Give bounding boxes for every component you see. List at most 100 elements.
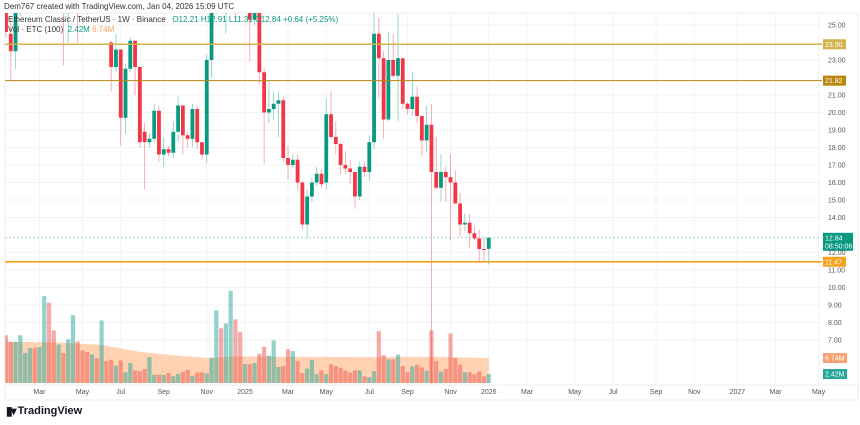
candle-body <box>180 105 185 136</box>
volume-bar <box>113 365 119 383</box>
volume-bar <box>357 370 362 383</box>
volume-bar <box>94 358 99 383</box>
level-price-label: 11.47 <box>825 259 842 266</box>
candle-body <box>109 42 114 67</box>
candle-body <box>467 222 472 234</box>
tradingview-logo[interactable]: ▮▾ TradingView <box>6 404 82 418</box>
volume-bar <box>199 372 205 383</box>
volume-bar <box>319 370 324 383</box>
x-tick-label: Jul <box>116 389 125 396</box>
candle-body <box>161 149 166 155</box>
y-tick-label: 20.00 <box>828 110 846 117</box>
x-tick-label: May <box>320 389 334 396</box>
candle-body <box>348 168 353 172</box>
volume-bar <box>486 374 491 383</box>
volume-bar <box>147 357 152 383</box>
volume-bar <box>266 355 271 383</box>
candle-body <box>448 177 453 183</box>
volume-bar <box>27 348 32 383</box>
x-tick-label: Jul <box>365 389 374 396</box>
volume-bar <box>209 357 214 383</box>
level-price-tag <box>823 75 846 86</box>
candle-body <box>319 173 324 185</box>
candle-body <box>13 13 18 52</box>
volume-bar <box>276 367 281 383</box>
volume-bar <box>391 359 396 383</box>
volume-bar <box>434 361 439 383</box>
level-price-tag <box>823 39 846 50</box>
volume-bar <box>104 361 109 383</box>
candle-body <box>386 60 391 120</box>
candle-body <box>176 105 180 132</box>
candle-body <box>396 58 400 76</box>
volume-bar <box>371 371 377 383</box>
candle-body <box>286 158 290 165</box>
y-tick-label: 12.00 <box>828 250 846 257</box>
volume-bar <box>99 320 104 383</box>
candle-body <box>267 109 271 113</box>
volume-bar <box>214 310 219 383</box>
x-tick-label: 2026 <box>481 389 497 396</box>
volume-bar <box>295 361 300 383</box>
candle-body <box>118 49 123 118</box>
y-tick-label: 21.00 <box>828 93 846 100</box>
candle-body <box>410 96 415 109</box>
candle-body <box>252 13 257 20</box>
volume-bar <box>89 354 95 383</box>
x-tick-label: May <box>812 389 826 396</box>
x-tick-label: Nov <box>201 389 214 396</box>
volume-value: 2.42M <box>67 25 90 34</box>
volume-bar <box>290 351 295 383</box>
volume-bar <box>410 366 415 383</box>
volume-bar <box>109 359 114 383</box>
candle-body <box>195 109 200 143</box>
candle-body <box>376 33 381 59</box>
volume-bar <box>338 367 343 383</box>
x-tick-label: 2027 <box>730 389 746 396</box>
last-price-label: 12.84 <box>825 235 843 242</box>
volume-bar <box>128 363 133 383</box>
symbol-name[interactable]: Ethereum Classic / TetherUS · 1W · Binan… <box>8 15 166 24</box>
x-tick-label: 2025 <box>237 389 253 396</box>
candle-body <box>142 131 147 143</box>
volume-bar <box>333 365 338 383</box>
ohlc-low: L11.31 <box>228 15 253 24</box>
candle-body <box>462 222 467 225</box>
x-tick-label: Sep <box>158 389 171 396</box>
volume-bar <box>419 367 424 383</box>
volume-bar <box>66 339 71 383</box>
volume-bar <box>271 340 276 383</box>
y-tick-label: 14.00 <box>828 215 846 222</box>
candle-body <box>367 142 372 172</box>
candle-body <box>381 58 386 120</box>
volume-bar <box>85 351 90 383</box>
volume-bar <box>257 353 262 383</box>
y-tick-label: 23.00 <box>828 58 846 65</box>
candle-body <box>343 165 348 169</box>
volume-bar <box>386 359 391 383</box>
x-tick-label: Mar <box>770 389 783 396</box>
symbol-legend: Ethereum Classic / TetherUS · 1W · Binan… <box>8 15 338 24</box>
candle-body <box>190 109 195 139</box>
volume-bar <box>481 376 487 383</box>
volume-bar <box>242 364 248 383</box>
volume-bar <box>132 370 138 383</box>
level-price-label: 21.82 <box>825 78 843 85</box>
candle-body <box>185 135 190 139</box>
x-tick-label: Nov <box>444 389 457 396</box>
volume-bar <box>381 355 386 383</box>
candle-body <box>157 110 161 155</box>
volume-bar <box>438 371 444 383</box>
y-tick-label: 19.00 <box>828 128 846 135</box>
candle-body <box>443 172 448 178</box>
x-tick-label: May <box>568 389 582 396</box>
candle-body <box>128 40 133 69</box>
volume-bar <box>123 372 128 383</box>
volume-bar <box>285 349 291 383</box>
volume-label[interactable]: Vol · ETC (100) <box>8 25 64 34</box>
volume-ma-value: 6.74M <box>92 25 115 34</box>
volume-bar <box>262 346 267 383</box>
volume-bar <box>70 315 76 383</box>
volume-bar <box>362 376 367 383</box>
